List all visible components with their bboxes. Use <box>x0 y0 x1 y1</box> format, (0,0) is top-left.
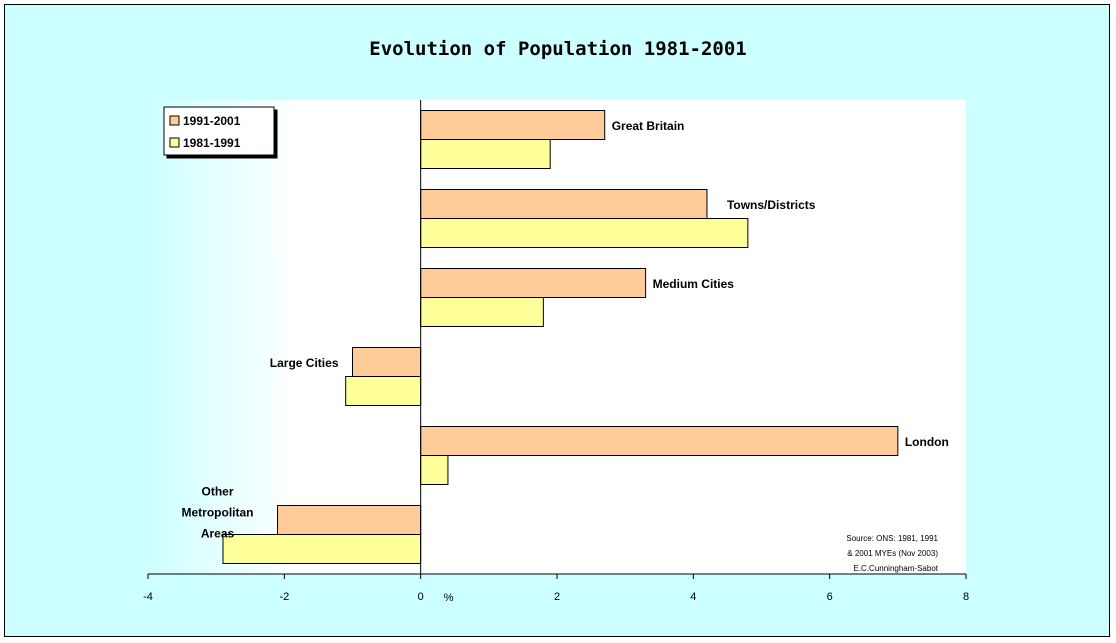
x-tick-label: -2 <box>279 591 289 603</box>
category-label: London <box>905 435 949 449</box>
bar-1991-2001-towns-districts <box>420 189 708 219</box>
bar-1981-1991-great-britain <box>420 139 551 169</box>
labels-layer: Great Britain Towns/Districts Medium Citie… <box>182 119 949 541</box>
x-tick-label: 0 <box>418 591 424 603</box>
legend-label: 1991-2001 <box>183 114 241 128</box>
category-label: Medium Cities <box>653 277 735 291</box>
source-annotation: Source: ONS: 1981, 1991 & 2001 MYEs (Nov … <box>846 534 938 573</box>
x-tick-label: 2 <box>554 591 560 603</box>
plot-area <box>148 100 966 574</box>
legend-box <box>163 106 275 156</box>
x-tick-label: 4 <box>690 591 696 603</box>
chart-title: Evolution of Population 1981-2001 <box>369 38 747 60</box>
legend-swatch <box>169 137 180 148</box>
x-tick-label: 6 <box>827 591 833 603</box>
legend-label: 1981-1991 <box>183 136 241 150</box>
axes-layer: -4 -2 0 2 4 6 8% <box>143 100 969 604</box>
source-line: E.C.Cunningham-Sabot <box>854 564 939 573</box>
legend-swatch <box>169 115 180 126</box>
category-label: Great Britain <box>612 119 685 133</box>
bar-1981-1991-other-metropolitan-areas <box>222 534 422 564</box>
x-tick-label: -4 <box>143 591 153 603</box>
x-axis-title: % <box>444 592 454 604</box>
bar-1991-2001-great-britain <box>420 110 606 140</box>
category-label: Other Metropolitan Areas <box>182 485 254 541</box>
x-tick-label: 8 <box>963 591 969 603</box>
bar-1981-1991-towns-districts <box>420 218 749 248</box>
bar-1991-2001-london <box>420 426 899 456</box>
source-line: Source: ONS: 1981, 1991 <box>846 534 938 543</box>
bar-1991-2001-other-metropolitan-areas <box>277 505 422 535</box>
bar-1981-1991-medium-cities <box>420 297 544 327</box>
bar-1981-1991-large-cities <box>345 376 422 406</box>
legend: 1991-2001 1981-1991 <box>163 106 275 156</box>
category-label: Large Cities <box>270 356 339 370</box>
bars-layer <box>222 110 899 564</box>
bar-1981-1991-london <box>420 455 449 485</box>
category-label: Towns/Districts <box>727 198 816 212</box>
source-line: & 2001 MYEs (Nov 2003) <box>847 549 938 558</box>
bar-1991-2001-medium-cities <box>420 268 647 298</box>
bar-1991-2001-large-cities <box>352 347 422 377</box>
